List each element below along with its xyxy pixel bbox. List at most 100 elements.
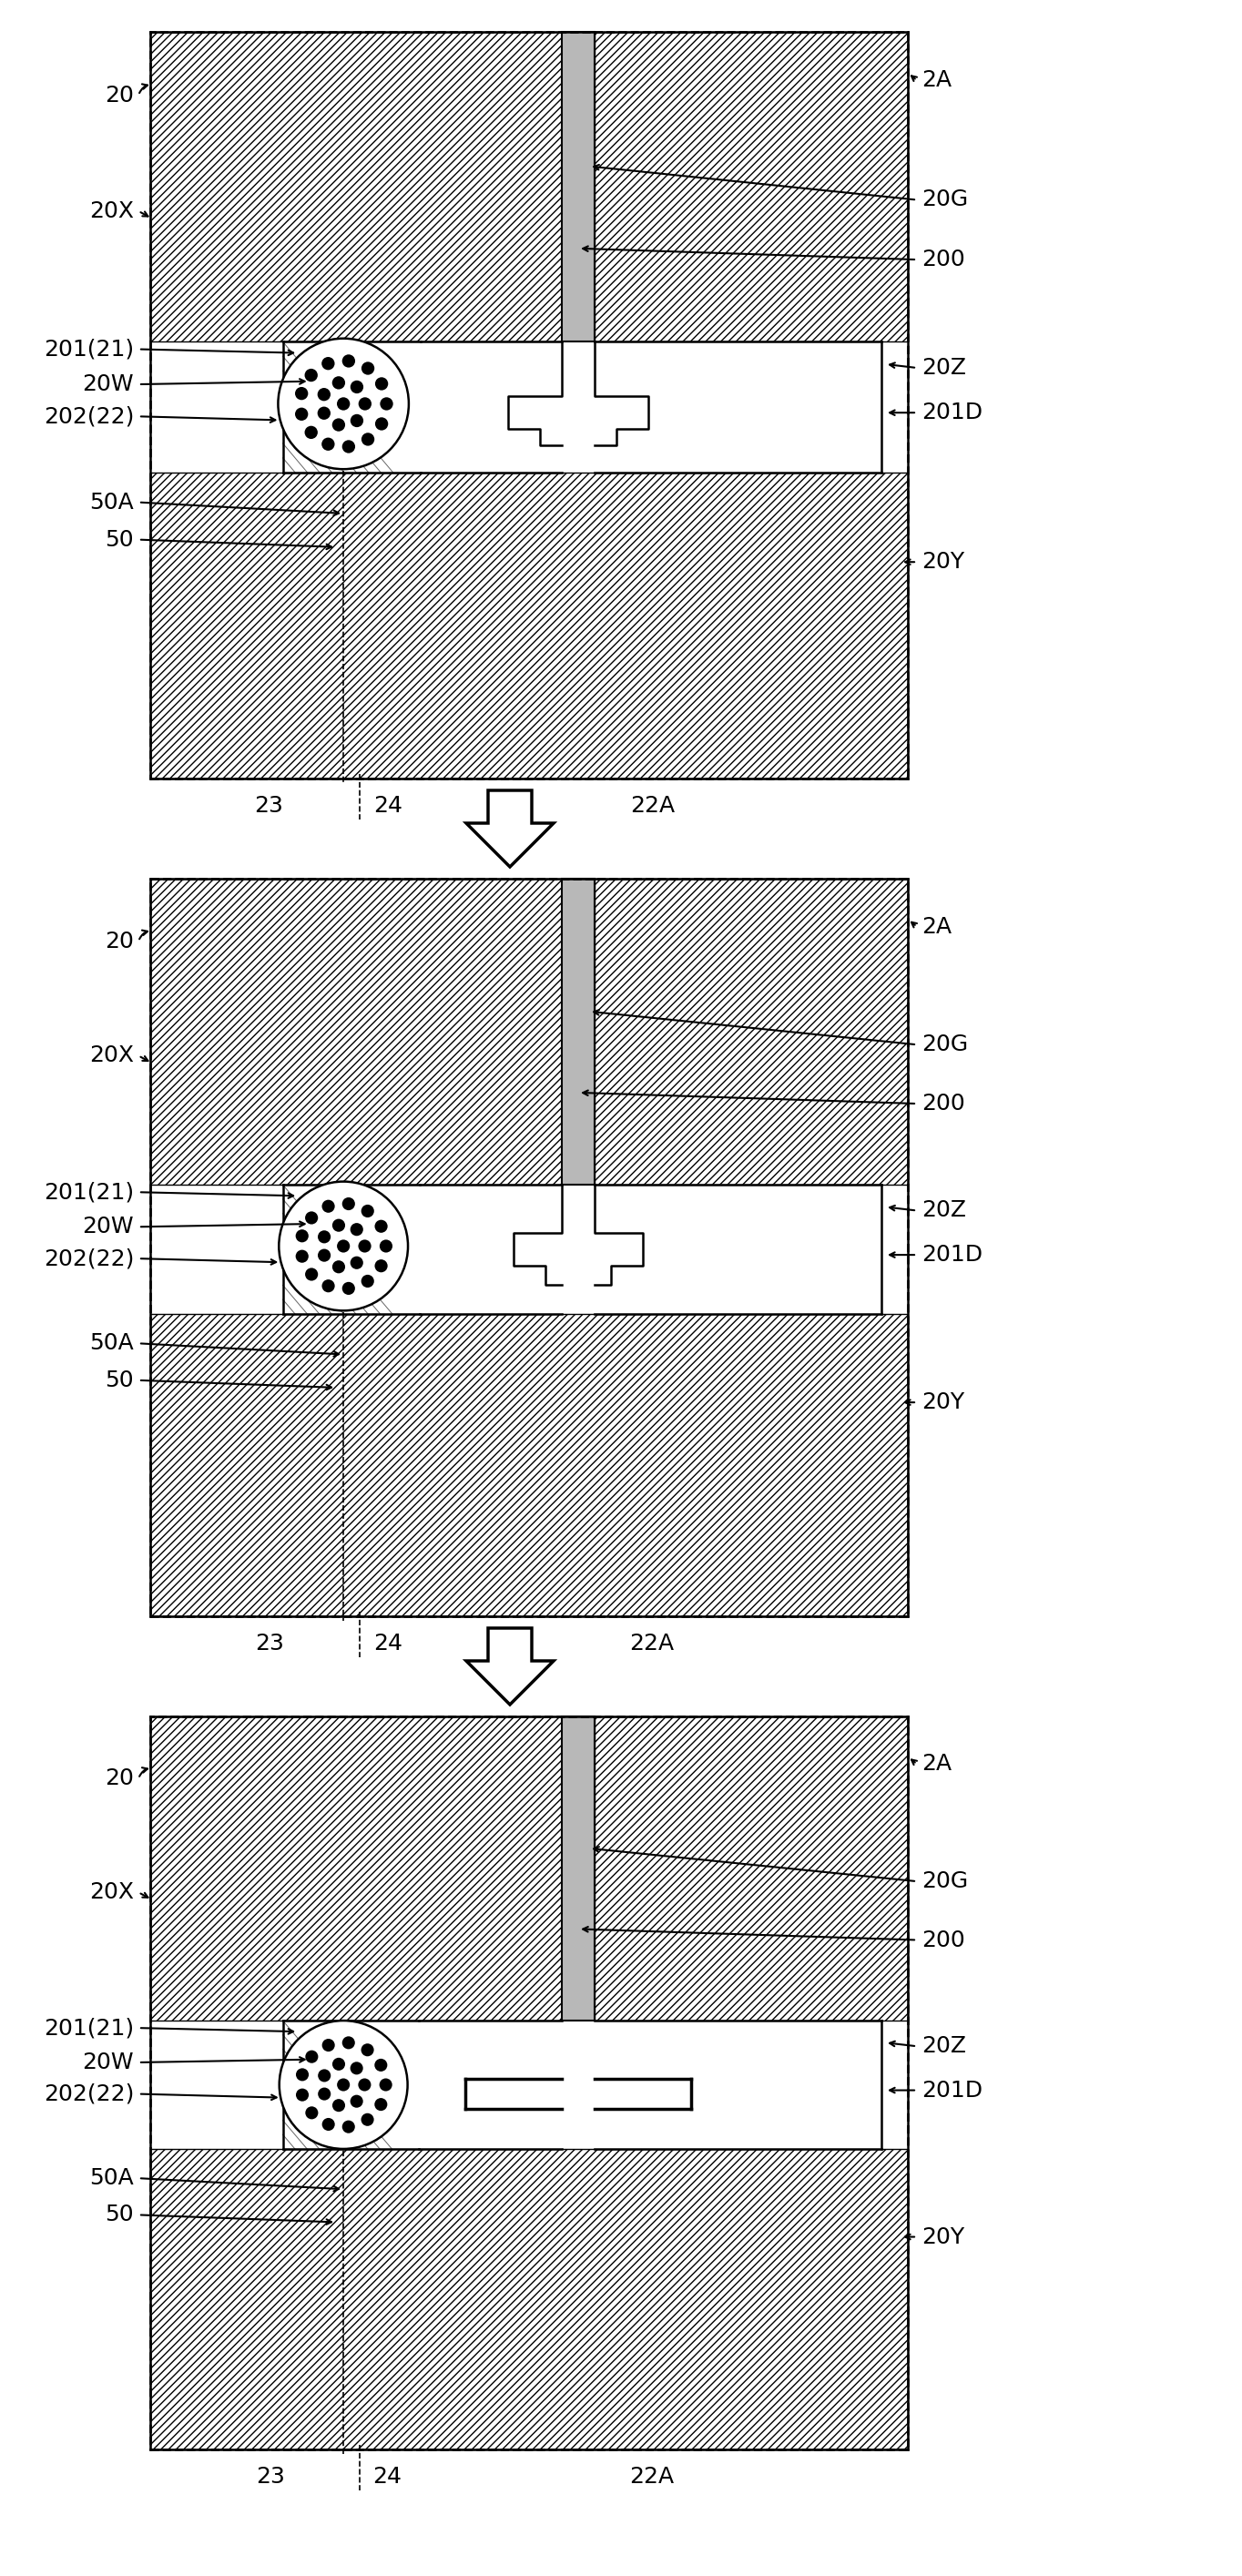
Text: 50: 50 [106, 528, 134, 551]
Bar [150, 31, 908, 778]
Circle shape [342, 355, 355, 368]
Bar [150, 2148, 908, 2450]
Polygon shape [466, 791, 554, 868]
Text: 20: 20 [104, 85, 134, 106]
Circle shape [359, 397, 371, 410]
Text: 20X: 20X [89, 201, 134, 222]
Circle shape [296, 1229, 308, 1242]
Bar [150, 31, 561, 343]
Circle shape [375, 2058, 388, 2071]
Text: 23: 23 [255, 1633, 284, 1654]
Bar [283, 1185, 420, 1314]
Circle shape [322, 1200, 335, 1213]
Circle shape [306, 1211, 318, 1224]
Text: 20G: 20G [922, 1870, 968, 1893]
Text: 200: 200 [922, 1929, 965, 1950]
Circle shape [337, 2079, 350, 2092]
Circle shape [296, 407, 308, 420]
Circle shape [361, 361, 374, 376]
Text: 201D: 201D [922, 1244, 982, 1265]
Text: 20W: 20W [82, 2050, 134, 2074]
Circle shape [296, 1249, 308, 1262]
Circle shape [342, 2035, 355, 2048]
Text: 50A: 50A [89, 2166, 134, 2190]
Text: 24: 24 [373, 2465, 402, 2488]
Bar [595, 1185, 882, 1314]
Text: 50A: 50A [89, 492, 134, 513]
Text: 202(22): 202(22) [43, 404, 134, 428]
Circle shape [322, 2117, 335, 2130]
Circle shape [322, 2038, 335, 2050]
Bar [421, 343, 561, 471]
Bar [561, 1716, 595, 2020]
Text: 200: 200 [922, 1092, 965, 1115]
Bar [595, 343, 882, 471]
Circle shape [296, 2089, 309, 2102]
Text: 201(21): 201(21) [43, 1182, 134, 1203]
Circle shape [337, 1239, 350, 1252]
Circle shape [322, 1280, 335, 1293]
Text: 20X: 20X [89, 1046, 134, 1066]
Circle shape [279, 1182, 407, 1311]
Text: 202(22): 202(22) [43, 2084, 134, 2105]
Text: 20Z: 20Z [922, 2035, 966, 2058]
Circle shape [361, 1275, 374, 1288]
Circle shape [361, 1206, 374, 1218]
Circle shape [337, 397, 350, 410]
Bar [150, 878, 561, 1185]
Bar [420, 1185, 561, 1314]
Text: 202(22): 202(22) [43, 1247, 134, 1270]
Circle shape [306, 2050, 318, 2063]
Circle shape [332, 1218, 345, 1231]
Text: 23: 23 [255, 796, 283, 817]
Text: 20G: 20G [922, 188, 968, 211]
Bar [595, 1716, 908, 2020]
Circle shape [322, 438, 334, 451]
Text: 20Y: 20Y [922, 1391, 964, 1414]
Text: 2A: 2A [922, 70, 951, 90]
Circle shape [318, 2069, 330, 2081]
Bar [595, 31, 908, 343]
Circle shape [375, 376, 389, 392]
Text: 23: 23 [256, 2465, 284, 2488]
Circle shape [350, 381, 364, 394]
Bar [150, 1716, 908, 2450]
Bar [150, 471, 908, 778]
Circle shape [380, 1239, 392, 1252]
Circle shape [342, 1283, 355, 1296]
Text: 20W: 20W [82, 374, 134, 394]
Text: 22A: 22A [630, 1633, 674, 1654]
Circle shape [375, 2097, 388, 2110]
Circle shape [318, 1231, 330, 1244]
Circle shape [306, 2107, 318, 2120]
Text: 24: 24 [373, 1633, 402, 1654]
Circle shape [361, 433, 374, 446]
Circle shape [361, 2112, 374, 2125]
Text: 24: 24 [374, 796, 402, 817]
Bar [283, 343, 421, 471]
Circle shape [350, 2061, 363, 2074]
Text: 20X: 20X [89, 1880, 134, 1904]
Bar [283, 2020, 419, 2148]
Text: 201(21): 201(21) [43, 2017, 134, 2038]
Bar [561, 31, 595, 343]
Circle shape [318, 407, 330, 420]
Text: 2A: 2A [922, 914, 951, 938]
Circle shape [350, 2094, 363, 2107]
Text: 20Z: 20Z [922, 1200, 966, 1221]
Circle shape [379, 2079, 392, 2092]
Text: 50: 50 [106, 2205, 134, 2226]
Text: 20: 20 [104, 930, 134, 953]
Circle shape [318, 1249, 330, 1262]
Circle shape [332, 1260, 345, 1273]
Text: 20W: 20W [82, 1216, 134, 1236]
Bar [561, 878, 595, 1185]
Text: 20Y: 20Y [922, 2226, 964, 2249]
Text: 22A: 22A [630, 2465, 674, 2488]
Bar [419, 2020, 561, 2148]
Text: 22A: 22A [631, 796, 676, 817]
Circle shape [350, 415, 364, 428]
Text: 201D: 201D [922, 402, 982, 422]
Circle shape [333, 2099, 345, 2112]
Text: 20Z: 20Z [922, 358, 966, 379]
